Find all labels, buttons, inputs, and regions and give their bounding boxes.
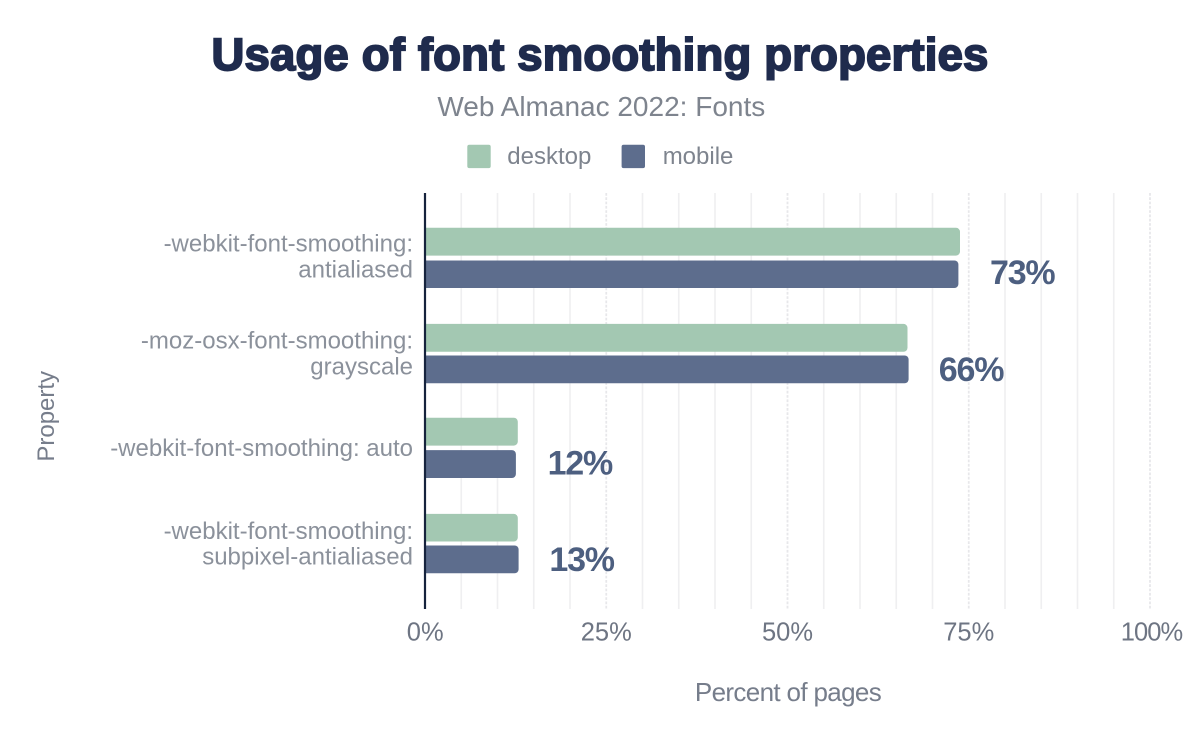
svg-text:Usage of font smoothing proper: Usage of font smoothing properties bbox=[211, 29, 988, 80]
svg-text:Web Almanac 2022: Fonts: Web Almanac 2022: Fonts bbox=[437, 91, 765, 122]
svg-text:66%: 66% bbox=[939, 351, 1004, 389]
svg-text:75%: 75% bbox=[943, 619, 994, 647]
svg-text:12%: 12% bbox=[548, 444, 613, 482]
svg-text:13%: 13% bbox=[549, 541, 614, 579]
svg-text:50%: 50% bbox=[762, 619, 813, 647]
svg-text:-webkit-font-smoothing:: -webkit-font-smoothing: bbox=[164, 518, 413, 545]
svg-text:grayscale: grayscale bbox=[310, 353, 413, 380]
svg-text:73%: 73% bbox=[990, 254, 1055, 292]
svg-text:antialiased: antialiased bbox=[298, 257, 413, 284]
svg-text:-webkit-font-smoothing: auto: -webkit-font-smoothing: auto bbox=[110, 435, 413, 462]
svg-text:Property: Property bbox=[33, 371, 60, 462]
svg-text:-moz-osx-font-smoothing:: -moz-osx-font-smoothing: bbox=[141, 327, 413, 354]
svg-text:subpixel-antialiased: subpixel-antialiased bbox=[202, 544, 413, 571]
svg-text:25%: 25% bbox=[581, 619, 632, 647]
svg-text:0%: 0% bbox=[407, 619, 444, 647]
svg-text:mobile: mobile bbox=[663, 143, 734, 170]
svg-text:-webkit-font-smoothing:: -webkit-font-smoothing: bbox=[164, 231, 413, 258]
svg-text:desktop: desktop bbox=[507, 143, 591, 170]
svg-text:Percent of pages: Percent of pages bbox=[695, 677, 882, 707]
svg-text:100%: 100% bbox=[1121, 619, 1183, 647]
